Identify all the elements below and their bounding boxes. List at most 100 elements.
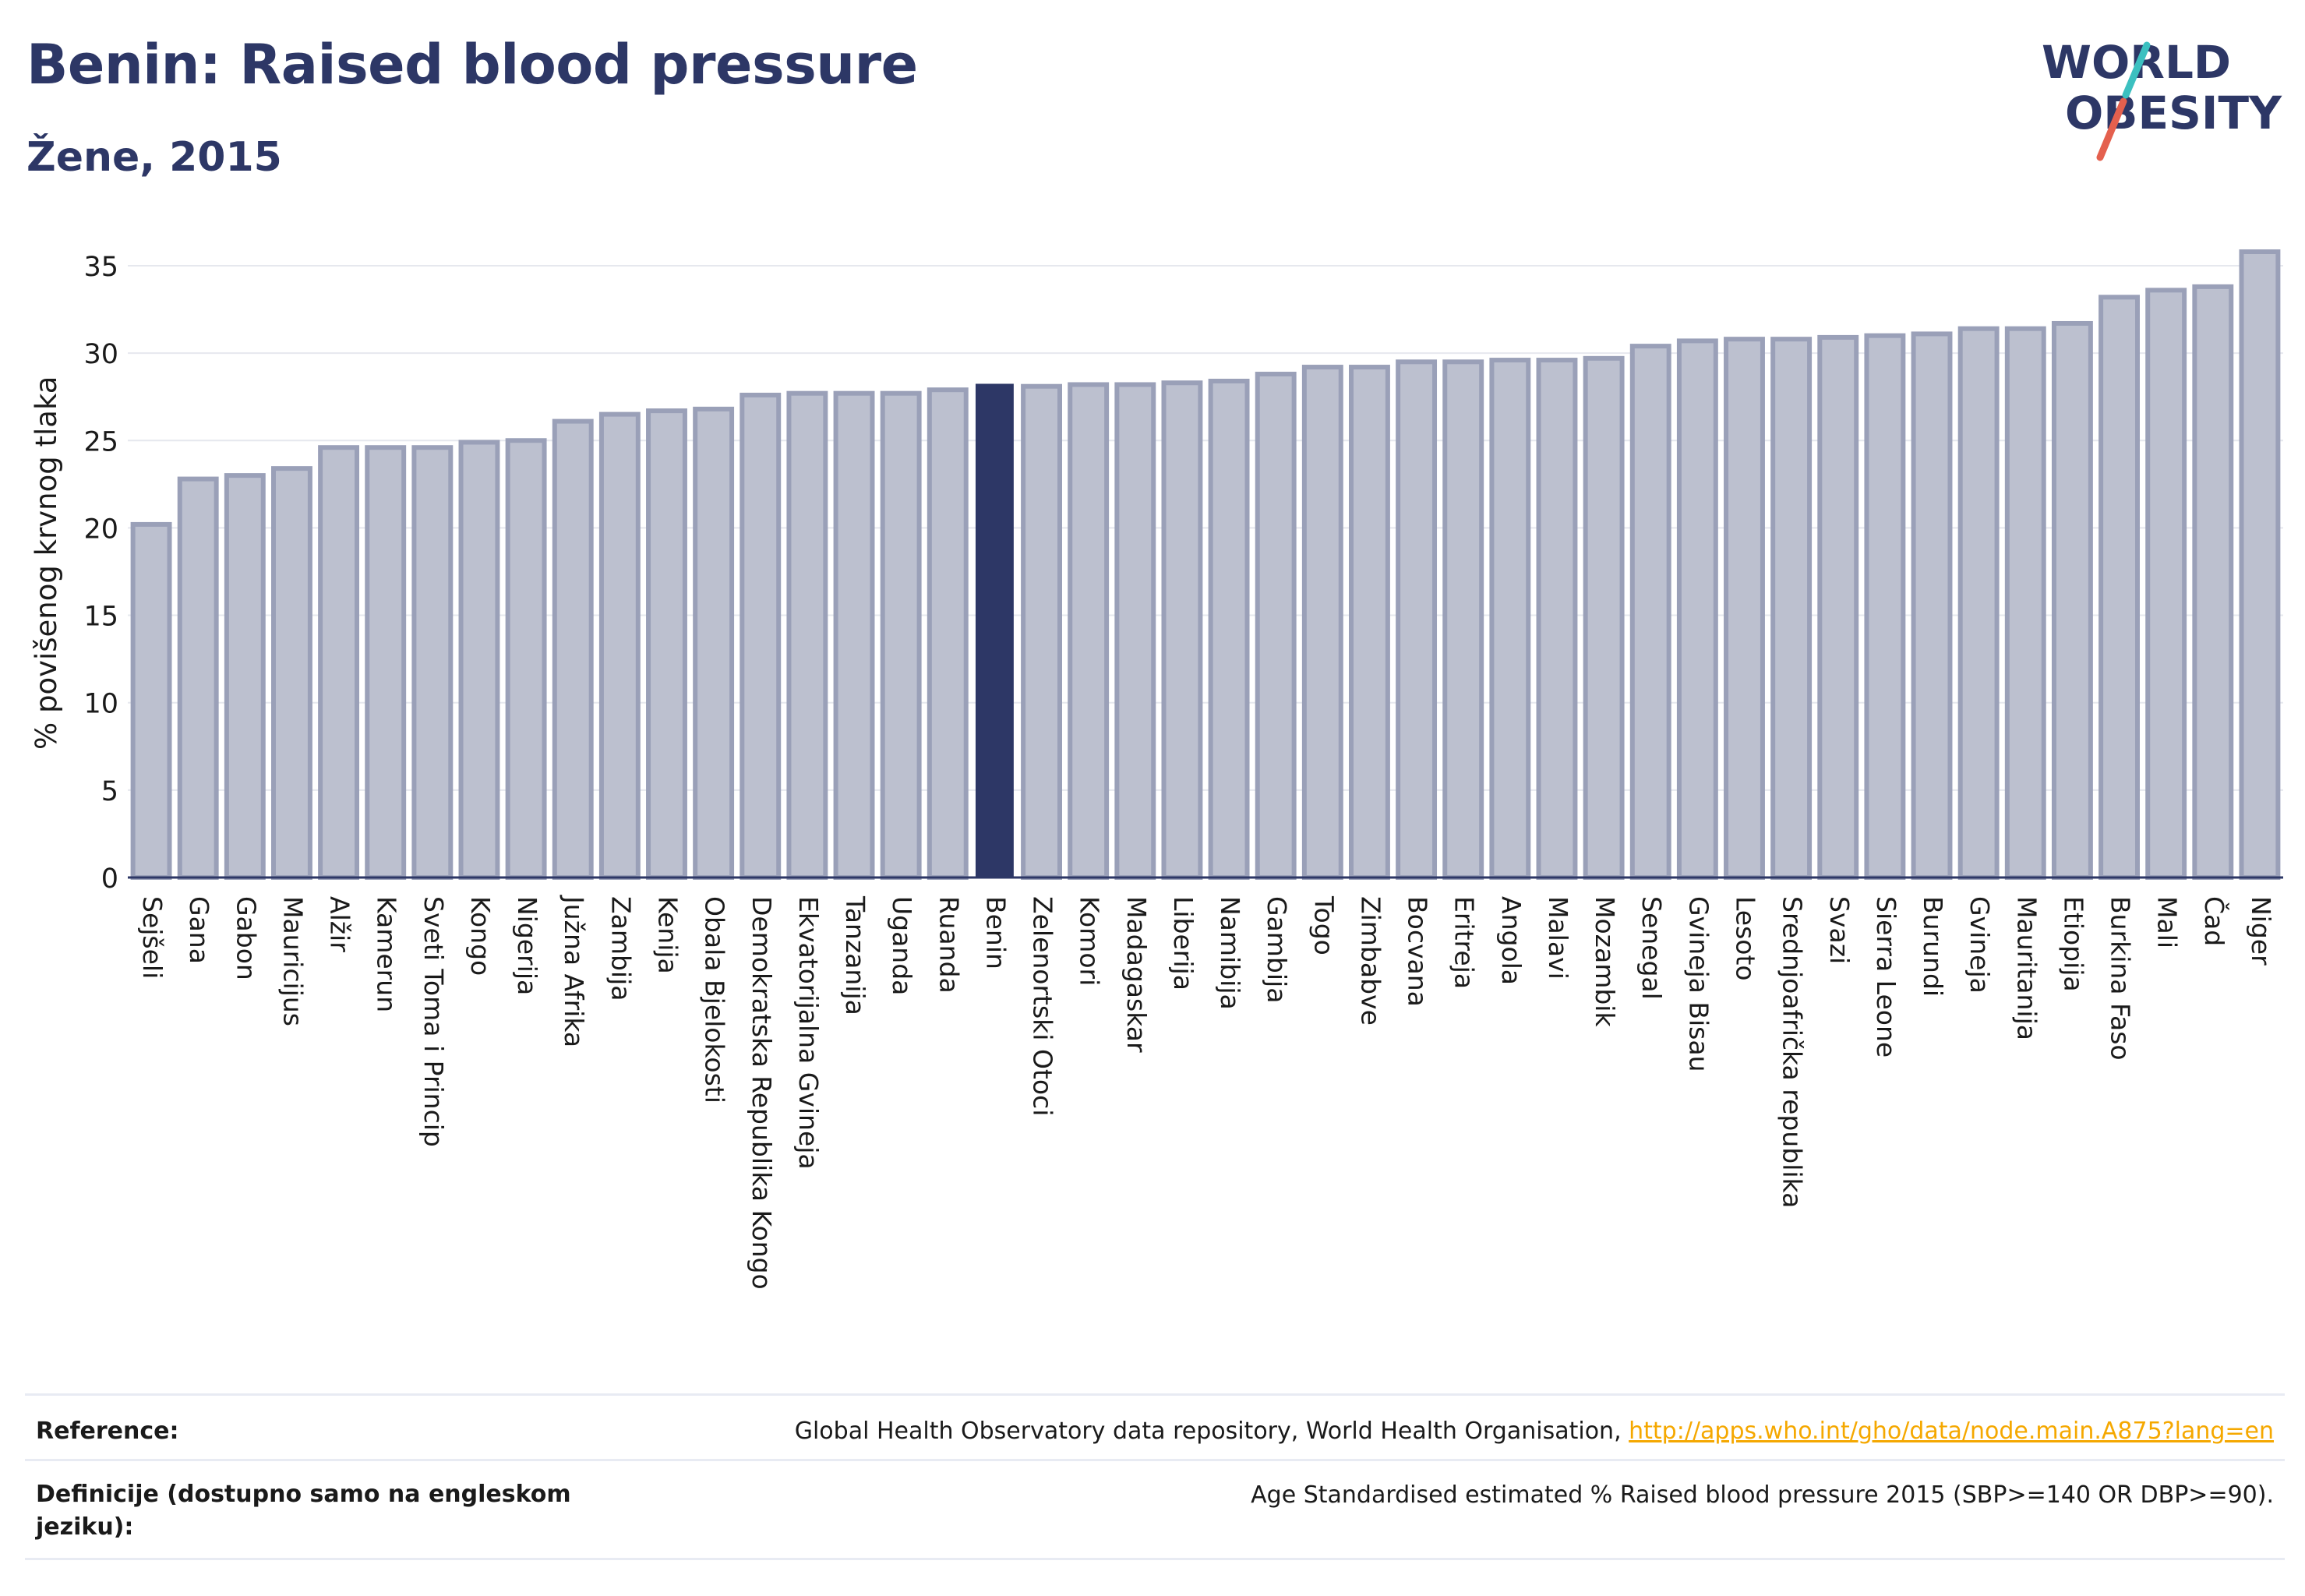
- x-tick-label: Zimbabve: [1355, 896, 1385, 1026]
- bar: [1396, 359, 1438, 880]
- bar: [1911, 331, 1953, 880]
- x-tick-label: Namibija: [1215, 896, 1245, 1010]
- bar: [365, 445, 407, 880]
- bar: [1864, 333, 1906, 881]
- bar: [1817, 334, 1859, 880]
- bar: [224, 473, 266, 880]
- bar: [693, 406, 735, 880]
- bars: [130, 249, 2281, 881]
- y-tick-label: 0: [101, 863, 118, 895]
- bar: [927, 387, 969, 880]
- x-tick-label: Obala Bjelokosti: [700, 896, 730, 1103]
- x-tick-label: Demokratska Republika Kongo: [747, 896, 777, 1290]
- x-tick-label: Mauricijus: [277, 896, 308, 1026]
- x-tick-label: Sveti Toma i Princip: [418, 896, 449, 1147]
- definition-value: Age Standardised estimated % Raised bloo…: [1251, 1481, 2274, 1509]
- chart-subtitle: Žene, 2015: [26, 134, 282, 181]
- x-tick-label: Gambija: [1262, 896, 1292, 1003]
- reference-link[interactable]: http://apps.who.int/gho/data/node.main.A…: [1629, 1418, 2274, 1445]
- x-tick-label: Etiopija: [2058, 896, 2088, 992]
- world-obesity-logo: WORLD OBESITY: [2042, 36, 2282, 161]
- x-tick-label: Liberija: [1168, 896, 1198, 990]
- bar: [1161, 380, 1203, 880]
- x-tick-label: Eritreja: [1449, 896, 1480, 989]
- bar: [177, 476, 219, 880]
- bar: [1114, 382, 1156, 880]
- bar: [505, 438, 547, 880]
- bar: [2004, 326, 2046, 880]
- x-tick-label: Bocvana: [1403, 896, 1433, 1007]
- x-tick-label: Niger: [2246, 896, 2276, 966]
- bar: [786, 390, 828, 880]
- bar: [130, 521, 172, 880]
- y-tick-label: 35: [83, 252, 118, 283]
- x-tick-label: Angola: [1496, 896, 1527, 985]
- definition-row: Definicije (dostupno samo na engleskom j…: [25, 1459, 2285, 1560]
- bar: [2051, 320, 2093, 880]
- x-tick-label: Gvineja Bisau: [1683, 896, 1714, 1072]
- x-tick-label: Burundi: [1918, 896, 1948, 997]
- x-tick-label: Kongo: [465, 896, 496, 976]
- bar: [1021, 383, 1062, 881]
- bar: [271, 466, 312, 880]
- reference-value: Global Health Observatory data repositor…: [795, 1418, 2274, 1445]
- x-tick-label: Ruanda: [934, 896, 964, 994]
- x-tick-label: Srednjoafrička republika: [1777, 896, 1808, 1208]
- x-tick-label: Kamerun: [372, 896, 402, 1012]
- bar: [318, 445, 360, 880]
- logo-line2: OBESITY: [2065, 87, 2282, 139]
- bar-chart: 0 5 10 15 20 25 30 35 Sejšeli Gana Gabon Mauriciju…: [30, 249, 2283, 1290]
- bar: [1349, 365, 1390, 880]
- bar: [411, 445, 454, 880]
- bar: [1583, 355, 1625, 881]
- y-axis-ticks: 0 5 10 15 20 25 30 35: [83, 252, 118, 895]
- x-tick-label: Gvineja: [1964, 896, 1995, 994]
- bar: [1301, 365, 1343, 880]
- logo-slash-teal: [2122, 41, 2151, 99]
- reference-row: Reference: Global Health Observatory dat…: [25, 1393, 2285, 1461]
- x-tick-label: Svazi: [1824, 896, 1855, 964]
- x-tick-label: Tanzanija: [840, 895, 870, 1015]
- x-axis-labels: Sejšeli Gana Gabon Mauricijus Alžir Kamerun Sv…: [137, 895, 2276, 1290]
- bar: [458, 440, 500, 880]
- bar: [1957, 326, 2000, 880]
- bar: [2239, 249, 2281, 881]
- bar: [1489, 358, 1531, 880]
- bar: [598, 411, 641, 880]
- bar: [2192, 284, 2234, 880]
- x-tick-label: Zelenortski Otoci: [1028, 896, 1058, 1116]
- bar: [1208, 378, 1250, 881]
- y-axis-label: % povišenog krvnog tlaka: [30, 376, 63, 750]
- x-tick-label: Nigerija: [512, 896, 542, 995]
- bar: [1629, 344, 1671, 880]
- x-tick-label: Zambija: [605, 896, 636, 1001]
- x-tick-label: Togo: [1308, 895, 1339, 955]
- x-tick-label: Benin: [980, 896, 1011, 969]
- x-tick-label: Burkina Faso: [2106, 896, 2136, 1061]
- bar: [2099, 295, 2140, 881]
- y-tick-label: 25: [83, 426, 118, 457]
- bar: [1068, 382, 1110, 880]
- bar: [2145, 288, 2187, 880]
- x-tick-label: Alžir: [325, 896, 355, 952]
- logo-slash-red: [2096, 97, 2127, 161]
- x-tick-label: Sejšeli: [137, 896, 168, 979]
- x-tick-label: Uganda: [887, 896, 917, 995]
- reference-text: Global Health Observatory data repositor…: [794, 1418, 1629, 1445]
- y-tick-label: 15: [83, 602, 118, 633]
- x-tick-label: Čad: [2199, 896, 2230, 946]
- x-tick-label: Mozambik: [1590, 896, 1620, 1027]
- y-tick-label: 5: [101, 776, 118, 807]
- y-tick-label: 10: [83, 689, 118, 720]
- x-tick-label: Mauritanija: [2011, 896, 2042, 1040]
- y-tick-label: 20: [83, 514, 118, 545]
- x-tick-label: Lesoto: [1731, 896, 1761, 981]
- x-tick-label: Komori: [1075, 896, 1105, 986]
- bar: [1536, 358, 1578, 880]
- x-tick-label: Gana: [184, 896, 214, 964]
- x-tick-label: Ekvatorijalna Gvineja: [793, 896, 824, 1170]
- x-tick-label: Južna Afrika: [559, 895, 589, 1047]
- bar: [880, 390, 922, 880]
- bar: [1676, 338, 1718, 880]
- x-tick-label: Gabon: [231, 896, 261, 980]
